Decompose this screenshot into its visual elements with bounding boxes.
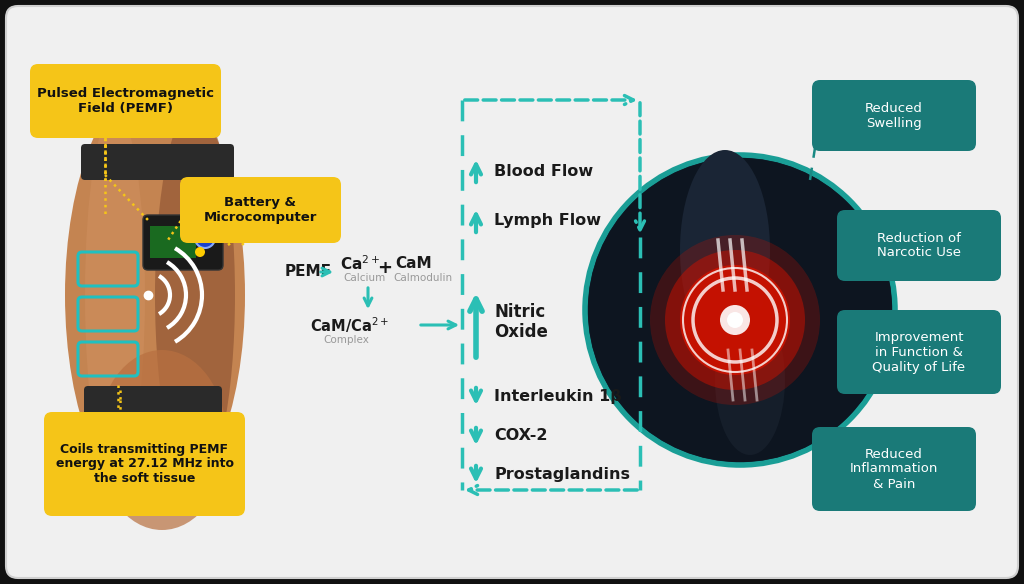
Text: Coils transmitting PEMF
energy at 27.12 MHz into
the soft tissue: Coils transmitting PEMF energy at 27.12 … — [55, 443, 233, 485]
Text: Ca$^{2+}$: Ca$^{2+}$ — [340, 255, 380, 273]
Text: +: + — [378, 259, 392, 277]
Text: Prostaglandins: Prostaglandins — [494, 467, 630, 481]
FancyBboxPatch shape — [150, 226, 196, 258]
Circle shape — [588, 158, 892, 462]
Circle shape — [727, 312, 743, 328]
Circle shape — [720, 305, 750, 335]
Circle shape — [585, 155, 895, 465]
FancyBboxPatch shape — [143, 215, 223, 270]
Text: CaM/Ca$^{2+}$: CaM/Ca$^{2+}$ — [310, 315, 389, 335]
Text: Blood Flow: Blood Flow — [494, 164, 593, 179]
Circle shape — [650, 235, 820, 405]
FancyBboxPatch shape — [30, 64, 221, 138]
Text: Battery &
Microcomputer: Battery & Microcomputer — [204, 196, 317, 224]
Text: Complex: Complex — [323, 335, 369, 345]
Text: Nitric
Oxide: Nitric Oxide — [494, 303, 548, 342]
FancyBboxPatch shape — [44, 412, 245, 516]
Text: Pulsed Electromagnetic
Field (PEMF): Pulsed Electromagnetic Field (PEMF) — [37, 87, 214, 115]
Text: CaM: CaM — [395, 256, 432, 272]
Text: PEMF: PEMF — [285, 265, 332, 280]
Circle shape — [195, 228, 215, 248]
Text: Reduced
Swelling: Reduced Swelling — [865, 102, 923, 130]
Ellipse shape — [155, 105, 234, 485]
FancyBboxPatch shape — [837, 210, 1001, 281]
Ellipse shape — [680, 150, 770, 350]
Circle shape — [665, 250, 805, 390]
Ellipse shape — [715, 305, 785, 455]
Text: Improvement
in Function &
Quality of Life: Improvement in Function & Quality of Lif… — [872, 331, 966, 374]
FancyBboxPatch shape — [84, 386, 222, 422]
Circle shape — [680, 265, 790, 375]
Ellipse shape — [97, 350, 227, 530]
Text: Reduced
Inflammation
& Pain: Reduced Inflammation & Pain — [850, 447, 938, 491]
Text: Interleukin 1β: Interleukin 1β — [494, 388, 622, 404]
Text: Reduction of
Narcotic Use: Reduction of Narcotic Use — [877, 231, 961, 259]
FancyBboxPatch shape — [812, 80, 976, 151]
Circle shape — [195, 247, 205, 257]
Ellipse shape — [65, 80, 245, 510]
FancyBboxPatch shape — [6, 6, 1018, 578]
Text: Lymph Flow: Lymph Flow — [494, 214, 601, 228]
FancyBboxPatch shape — [812, 427, 976, 511]
FancyBboxPatch shape — [81, 144, 234, 180]
FancyBboxPatch shape — [180, 177, 341, 243]
Ellipse shape — [85, 110, 145, 480]
Text: COX-2: COX-2 — [494, 429, 548, 443]
Text: Calmodulin: Calmodulin — [393, 273, 453, 283]
FancyBboxPatch shape — [837, 310, 1001, 394]
Text: Calcium: Calcium — [343, 273, 385, 283]
